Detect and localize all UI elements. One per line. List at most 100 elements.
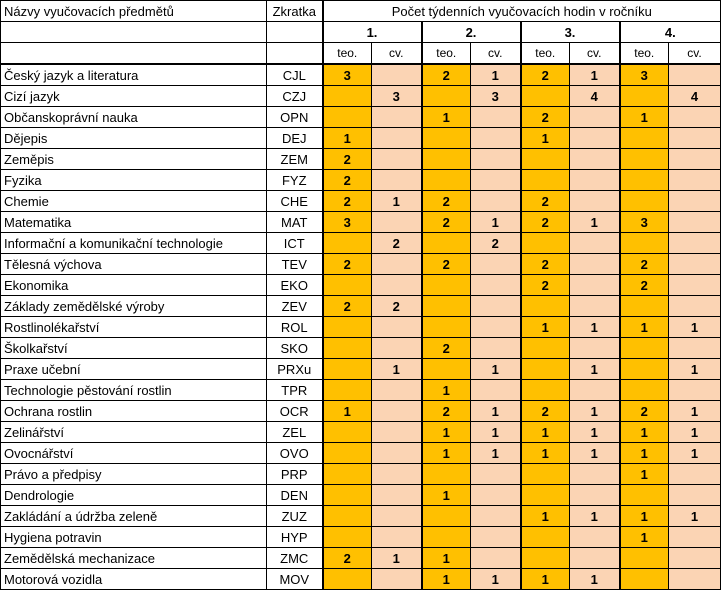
teo-hours-cell: 1	[519, 505, 570, 527]
table-row: Dendrologie DEN 1	[0, 484, 722, 506]
cv-hours-cell	[569, 169, 620, 191]
cv-hours-cell	[371, 63, 422, 86]
table-row: Technologie pěstování rostlin TPR 1	[0, 379, 722, 401]
teo-hours-cell	[618, 337, 669, 359]
teo-hours-cell	[519, 463, 570, 485]
teo-hours-cell	[618, 232, 669, 254]
subject-name: Zemědělská mechanizace	[0, 547, 267, 569]
cv-hours-cell	[569, 253, 620, 275]
cv-hours-cell: 1	[470, 63, 521, 86]
table-row: Tělesná výchova TEV 2 2 2 2	[0, 253, 722, 275]
teo-subheader: teo.	[618, 42, 669, 65]
table-row: Rostlinolékařství ROL 1 1 1 1	[0, 316, 722, 338]
subject-name: Český jazyk a literatura	[0, 63, 267, 86]
subject-abbr: CJL	[266, 63, 323, 86]
teo-hours-cell	[321, 568, 372, 590]
header-row-sub: teo. cv. teo. cv. teo. cv. teo. cv.	[0, 42, 722, 65]
teo-hours-cell	[618, 190, 669, 212]
table-row: Matematika MAT 3 2 1 2 1 3	[0, 211, 722, 233]
cv-hours-cell	[470, 505, 521, 527]
cv-hours-cell	[470, 169, 521, 191]
subject-abbr: PRXu	[266, 358, 323, 380]
subject-name: Informační a komunikační technologie	[0, 232, 267, 254]
year-3-header: 3.	[519, 21, 620, 43]
table-row: Motorová vozidla MOV 1 1 1 1	[0, 568, 722, 590]
cv-hours-cell: 4	[569, 85, 620, 107]
cv-hours-cell	[667, 337, 722, 359]
cv-subheader: cv.	[569, 42, 620, 65]
teo-hours-cell: 2	[321, 190, 372, 212]
subject-name: Právo a předpisy	[0, 463, 267, 485]
cv-subheader: cv.	[667, 42, 722, 65]
teo-hours-cell: 1	[618, 316, 669, 338]
teo-hours-cell: 2	[420, 63, 471, 86]
subject-abbr: ROL	[266, 316, 323, 338]
subject-name: Chemie	[0, 190, 267, 212]
cv-hours-cell	[470, 526, 521, 548]
table-row: Informační a komunikační technologie ICT 2…	[0, 232, 722, 254]
cv-hours-cell	[667, 484, 722, 506]
teo-hours-cell	[519, 169, 570, 191]
teo-hours-cell: 3	[618, 63, 669, 86]
subject-name: Cizí jazyk	[0, 85, 267, 107]
teo-hours-cell: 1	[618, 442, 669, 464]
teo-hours-cell: 2	[618, 400, 669, 422]
subject-abbr: OVO	[266, 442, 323, 464]
teo-hours-cell: 1	[420, 106, 471, 128]
cv-hours-cell	[371, 526, 422, 548]
teo-hours-cell	[420, 169, 471, 191]
table-row: Zemědělská mechanizace ZMC 2 1 1	[0, 547, 722, 569]
teo-hours-cell: 2	[519, 211, 570, 233]
teo-hours-cell	[618, 547, 669, 569]
teo-hours-cell: 3	[321, 63, 372, 86]
subject-abbr: OPN	[266, 106, 323, 128]
subject-abbr: CZJ	[266, 85, 323, 107]
subject-name: Ochrana rostlin	[0, 400, 267, 422]
cv-hours-cell: 1	[667, 421, 722, 443]
teo-hours-cell	[321, 106, 372, 128]
subject-name: Dějepis	[0, 127, 267, 149]
cv-hours-cell	[667, 63, 722, 86]
cv-hours-cell	[569, 148, 620, 170]
cv-hours-cell	[470, 127, 521, 149]
cv-hours-cell	[371, 421, 422, 443]
teo-hours-cell	[321, 484, 372, 506]
cv-hours-cell	[470, 463, 521, 485]
table-row: Ovocnářství OVO 1 1 1 1 1 1	[0, 442, 722, 464]
subject-abbr: DEN	[266, 484, 323, 506]
teo-hours-cell: 2	[321, 148, 372, 170]
cv-hours-cell	[470, 316, 521, 338]
header-row-1: Názvy vyučovacích předmětů Zkratka Počet…	[0, 0, 722, 22]
cv-hours-cell	[470, 295, 521, 317]
cv-hours-cell	[667, 379, 722, 401]
teo-hours-cell: 2	[618, 253, 669, 275]
subject-name: Rostlinolékařství	[0, 316, 267, 338]
subject-name: Tělesná výchova	[0, 253, 267, 275]
teo-hours-cell	[519, 148, 570, 170]
teo-hours-cell	[519, 547, 570, 569]
teo-hours-cell: 1	[420, 421, 471, 443]
teo-hours-cell: 1	[321, 127, 372, 149]
cv-hours-cell	[667, 190, 722, 212]
cv-hours-cell: 1	[371, 190, 422, 212]
subject-name: Ovocnářství	[0, 442, 267, 464]
subject-name: Fyzika	[0, 169, 267, 191]
empty-header-cell	[266, 42, 323, 65]
subject-abbr: TPR	[266, 379, 323, 401]
teo-hours-cell	[321, 232, 372, 254]
teo-hours-cell: 1	[420, 484, 471, 506]
teo-hours-cell	[519, 232, 570, 254]
teo-hours-cell: 1	[618, 463, 669, 485]
empty-header-cell	[266, 21, 323, 43]
teo-hours-cell	[321, 85, 372, 107]
teo-hours-cell	[321, 337, 372, 359]
teo-hours-cell: 1	[420, 568, 471, 590]
cv-hours-cell	[569, 526, 620, 548]
teo-hours-cell	[519, 85, 570, 107]
subject-name: Zelinářství	[0, 421, 267, 443]
teo-hours-cell: 1	[519, 421, 570, 443]
cv-hours-cell	[667, 169, 722, 191]
cv-hours-cell	[470, 484, 521, 506]
subject-name: Školkařství	[0, 337, 267, 359]
subject-abbr: TEV	[266, 253, 323, 275]
